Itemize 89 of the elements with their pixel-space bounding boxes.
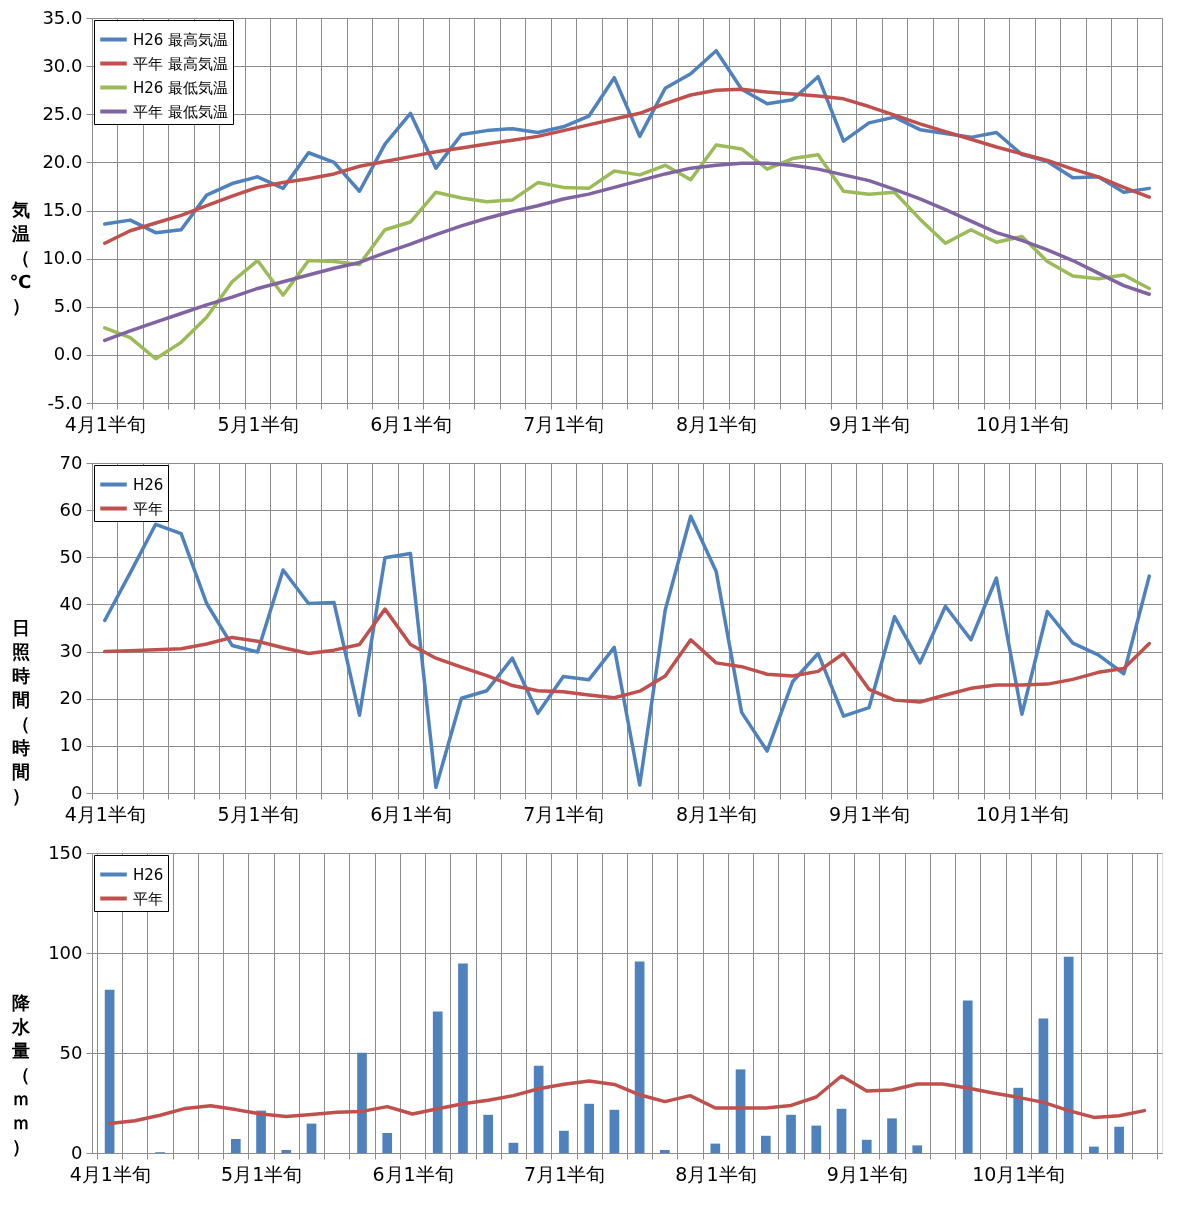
x-tick-label: 8月1半旬 xyxy=(676,412,758,435)
bar xyxy=(256,1110,266,1153)
bar xyxy=(1038,1018,1049,1153)
x-tick-label: 10月1半旬 xyxy=(972,1162,1066,1185)
y-tick-label: 10.0 xyxy=(42,247,83,269)
y-tick-label: 15.0 xyxy=(42,199,83,220)
y-tick-label: 30 xyxy=(59,640,83,662)
y-tick-label: 20.0 xyxy=(42,150,83,172)
x-tick-label: 7月1半旬 xyxy=(523,412,605,435)
x-tick-label: 9月1半旬 xyxy=(828,802,911,825)
bar xyxy=(760,1135,771,1153)
y-tick-label: 10 xyxy=(59,734,83,756)
legend-label: 平年 xyxy=(133,499,163,518)
x-tick-label: 6月1半旬 xyxy=(372,1162,454,1185)
y-axis-title: 気温（℃） xyxy=(9,199,32,316)
bar xyxy=(104,989,115,1153)
x-tick-label: 7月1半旬 xyxy=(523,1162,606,1185)
x-tick-label: 6月1半旬 xyxy=(370,802,452,825)
legend-label: H26 最低気温 xyxy=(133,78,229,97)
y-tick-label: -5.0 xyxy=(47,391,83,413)
bar xyxy=(887,1118,897,1153)
bar xyxy=(357,1052,367,1153)
legend-label: H26 最高気温 xyxy=(133,30,229,49)
x-tick-label: 10月1半旬 xyxy=(975,412,1070,435)
legend-label: 平年 xyxy=(133,889,163,908)
y-tick-label: 0 xyxy=(71,1141,83,1163)
x-tick-label: 9月1半旬 xyxy=(826,1162,908,1185)
y-tick-label: 50 xyxy=(59,1041,83,1063)
y-axis-title: 日照時間（時間） xyxy=(11,616,30,806)
x-tick-label: 8月1半旬 xyxy=(675,1162,757,1185)
bar xyxy=(306,1123,317,1153)
bar xyxy=(382,1133,393,1153)
x-tick-label: 5月1半旬 xyxy=(217,802,299,825)
x-tick-label: 4月1半旬 xyxy=(69,1162,151,1185)
bar xyxy=(230,1139,241,1153)
bar xyxy=(432,1011,443,1153)
x-tick-label: 4月1半旬 xyxy=(64,412,146,435)
bar xyxy=(533,1065,544,1153)
line-series xyxy=(102,514,1152,790)
bar xyxy=(634,961,645,1153)
y-axis-title: 降水量（ｍｍ） xyxy=(10,991,31,1157)
bar xyxy=(609,1109,620,1153)
bar xyxy=(912,1145,923,1153)
bar xyxy=(836,1108,847,1153)
y-tick-label: 20 xyxy=(59,687,83,709)
bar xyxy=(1114,1126,1124,1153)
legend-label: H26 xyxy=(133,865,164,884)
y-tick-label: 30.0 xyxy=(42,54,83,76)
bar xyxy=(710,1143,721,1153)
bar xyxy=(483,1114,494,1153)
x-tick-label: 6月1半旬 xyxy=(370,412,452,435)
x-tick-label: 10月1半旬 xyxy=(975,802,1070,825)
bar xyxy=(1063,956,1074,1153)
y-tick-label: 35.0 xyxy=(42,6,83,28)
bar xyxy=(861,1139,872,1153)
bar xyxy=(1013,1087,1024,1153)
x-tick-label: 7月1半旬 xyxy=(523,802,605,825)
bar xyxy=(1089,1146,1099,1153)
y-tick-label: 40 xyxy=(59,592,83,614)
bar xyxy=(508,1142,519,1153)
y-tick-label: 50 xyxy=(59,545,83,567)
y-tick-label: 5.0 xyxy=(53,295,83,317)
x-tick-label: 9月1半旬 xyxy=(828,412,911,435)
line-series xyxy=(102,607,1152,704)
bar xyxy=(786,1114,796,1153)
x-tick-label: 8月1半旬 xyxy=(676,802,758,825)
bar xyxy=(584,1103,594,1153)
line-series xyxy=(107,1074,1147,1126)
y-tick-label: 60 xyxy=(59,498,83,520)
y-tick-label: 0.0 xyxy=(53,343,83,365)
bar xyxy=(660,1150,670,1153)
bar xyxy=(458,963,468,1153)
y-tick-label: 100 xyxy=(48,941,83,963)
legend-label: 平年 最低気温 xyxy=(133,102,228,121)
y-tick-label: 0 xyxy=(71,781,83,803)
y-tick-label: 150 xyxy=(48,841,83,863)
line-series xyxy=(102,143,1152,361)
x-tick-label: 5月1半旬 xyxy=(221,1162,303,1185)
y-tick-label: 25.0 xyxy=(42,102,83,124)
bar xyxy=(811,1125,822,1153)
line-series xyxy=(102,161,1152,343)
legend-label: H26 xyxy=(133,475,164,494)
y-tick-label: 70 xyxy=(59,451,83,473)
x-tick-label: 4月1半旬 xyxy=(64,802,146,825)
bar xyxy=(281,1150,292,1153)
x-tick-label: 5月1半旬 xyxy=(217,412,299,435)
bar xyxy=(962,1000,973,1153)
bar xyxy=(559,1130,569,1153)
legend-label: 平年 最高気温 xyxy=(133,54,228,73)
